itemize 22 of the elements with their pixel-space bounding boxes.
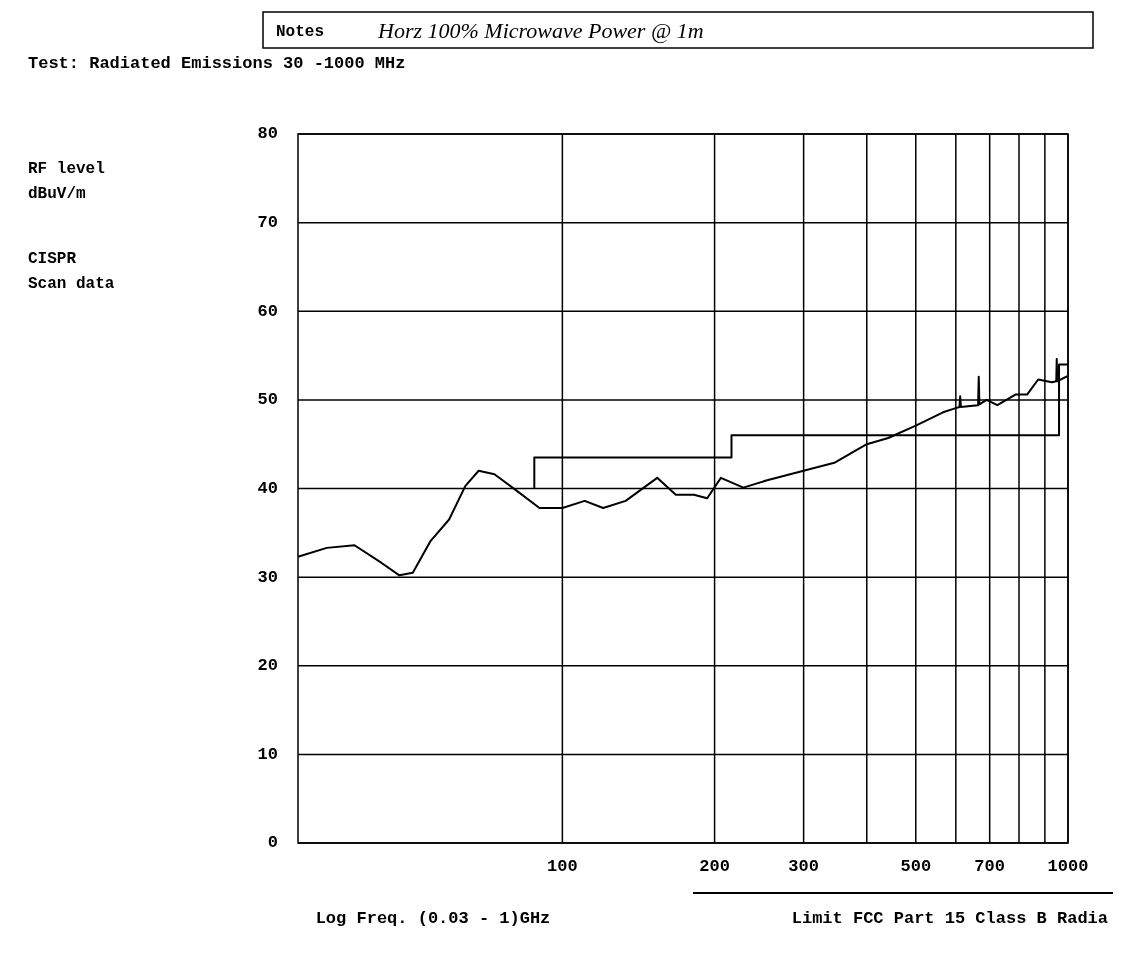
y-tick-label: 50 [257, 390, 278, 410]
x-tick-label: 700 [974, 857, 1005, 876]
y-tick-label: 10 [257, 744, 278, 764]
x-tick-label: 500 [900, 857, 932, 876]
x-axis-title: Log Freq. (0.03 - 1)GHz [315, 909, 551, 928]
x-tick-label: 1000 [1047, 857, 1089, 876]
chart-title: Test: Radiated Emissions 30 -1000 MHz [28, 54, 406, 73]
y-tick-label: 70 [257, 213, 278, 233]
y-tick-label: 0 [267, 833, 278, 853]
text: RF level dBuV/m [28, 160, 105, 203]
x-tick-label: 300 [788, 857, 819, 876]
y-tick-label: 80 [257, 124, 278, 144]
x-tick-label: 200 [699, 857, 730, 876]
y-tick-label: 20 [257, 656, 278, 676]
y-tick-label: 40 [257, 478, 278, 498]
y-tick-label: 30 [257, 567, 278, 587]
text: Limit FCC Part 15 Class B Radia [791, 909, 1108, 928]
y-tick-label: 60 [257, 301, 278, 321]
text: CISPR Scan data [28, 250, 115, 293]
text: Horz 100% Microwave Power @ 1m [377, 18, 704, 43]
x-tick-label: 100 [547, 857, 578, 876]
text: Notes [276, 23, 325, 41]
